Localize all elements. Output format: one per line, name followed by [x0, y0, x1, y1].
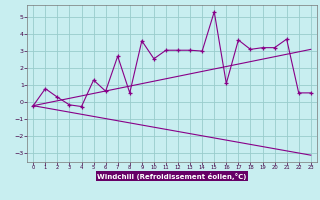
- X-axis label: Windchill (Refroidissement éolien,°C): Windchill (Refroidissement éolien,°C): [97, 173, 247, 180]
